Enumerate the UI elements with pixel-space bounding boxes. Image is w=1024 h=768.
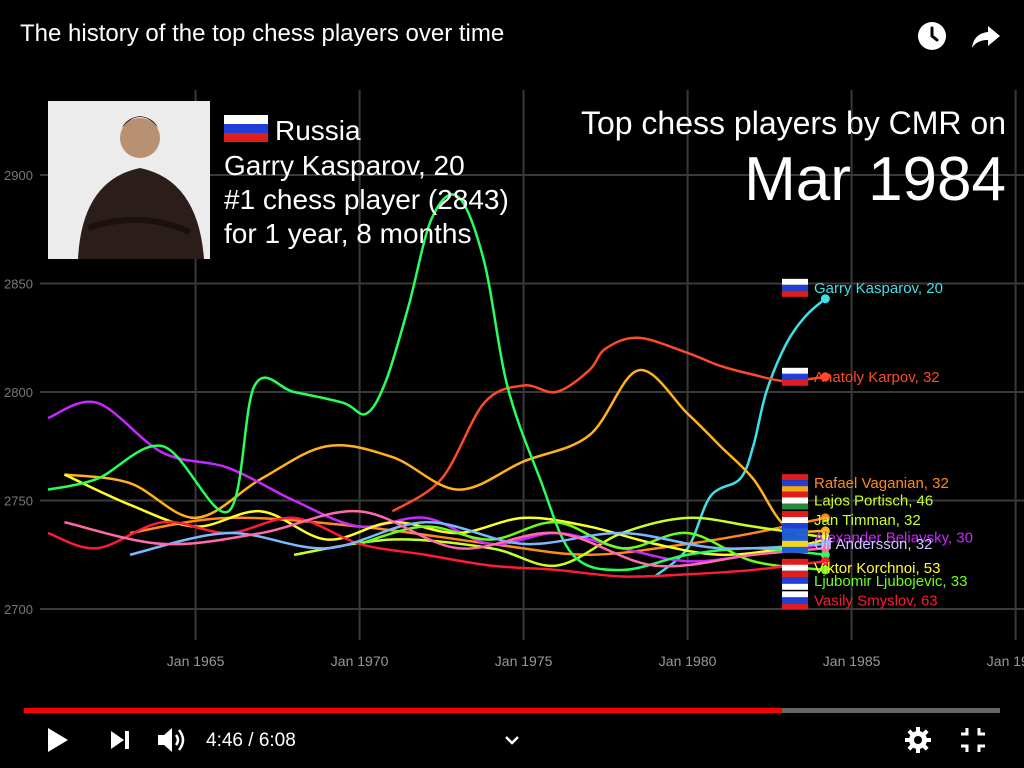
time-current: 4:46	[206, 730, 243, 751]
watch-later-icon	[918, 22, 946, 50]
series-line	[47, 193, 826, 572]
series-label: Jan Timman, 32	[782, 511, 921, 530]
player-rank: #1 chess player (2843)	[224, 184, 509, 215]
next-button[interactable]	[102, 722, 138, 758]
series-endpoint	[820, 543, 830, 553]
y-tick-label: 2850	[4, 277, 33, 292]
series-label-text: Ljubomir Ljubojevic, 33	[814, 573, 967, 590]
exit-fullscreen-button[interactable]	[955, 722, 991, 758]
series-endpoint	[820, 550, 830, 560]
country-flag-icon	[782, 534, 808, 553]
watch-later-button[interactable]	[914, 18, 950, 54]
russia-flag-icon	[224, 115, 268, 142]
settings-icon	[905, 727, 931, 753]
y-axis-ticks: 2700 2750 2800 2850 2900	[4, 168, 33, 617]
series-line	[47, 516, 826, 578]
share-icon	[972, 26, 1000, 48]
x-tick-label: Jan 1965	[167, 653, 225, 669]
series-endpoint	[820, 372, 830, 382]
chevron-down-icon	[505, 736, 519, 745]
chart-grid	[40, 90, 1024, 640]
chart-date: Mar 1984	[744, 145, 1006, 214]
x-tick-label: Jan 1990	[987, 653, 1024, 669]
series-label: Ulf Andersson, 32	[782, 534, 932, 553]
player-duration: for 1 year, 8 months	[224, 218, 471, 249]
next-icon	[111, 731, 129, 749]
series-endpoint	[820, 294, 830, 304]
series-label: Rafael Vaganian, 32	[782, 474, 949, 493]
country-flag-icon	[782, 491, 808, 510]
country-flag-icon	[782, 511, 808, 530]
exit-fullscreen-icon	[961, 728, 985, 752]
x-tick-label: Jan 1970	[331, 653, 389, 669]
player-photo	[48, 101, 210, 259]
series-line	[293, 516, 826, 568]
series-label: Anatoly Karpov, 32	[782, 367, 940, 386]
volume-icon	[158, 728, 185, 752]
series-line	[47, 400, 826, 563]
y-tick-label: 2800	[4, 385, 33, 400]
country-flag-icon	[782, 367, 808, 386]
chart-heading: Top chess players by CMR on	[581, 105, 1006, 141]
series-label-text: Viktor Korchnoi, 53	[814, 560, 940, 577]
series-label: Ljubomir Ljubojevic, 33	[782, 571, 967, 590]
series-label: Garry Kasparov, 20	[782, 278, 943, 297]
series-label-text: Lajos Portisch, 46	[814, 493, 933, 510]
series-endpoint	[820, 565, 830, 575]
settings-button[interactable]	[900, 722, 936, 758]
time-separator: /	[242, 730, 259, 751]
video-top-bar: The history of the top chess players ove…	[0, 0, 1024, 72]
country-flag-icon	[782, 474, 808, 493]
series-endpoint	[820, 513, 830, 523]
series-line	[391, 336, 826, 513]
progress-played	[24, 708, 783, 713]
video-title[interactable]: The history of the top chess players ove…	[20, 20, 505, 47]
more-button[interactable]	[494, 722, 530, 758]
country-flag-icon	[782, 591, 808, 610]
series-label-text: Garry Kasparov, 20	[814, 280, 943, 297]
series-line	[129, 520, 826, 556]
series-line	[64, 369, 826, 533]
series-label-text: Ulf Andersson, 32	[814, 536, 932, 553]
player-country: Russia	[275, 115, 361, 146]
series-labels: Garry Kasparov, 20 Anatoly Karpov, 32 Rafa…	[782, 278, 973, 610]
series-label-text: Jan Timman, 32	[814, 512, 921, 529]
country-flag-icon	[782, 278, 808, 297]
chart-series	[47, 193, 830, 578]
y-tick-label: 2750	[4, 494, 33, 509]
y-tick-label: 2700	[4, 602, 33, 617]
x-tick-label: Jan 1985	[823, 653, 881, 669]
series-line	[64, 509, 826, 568]
time-display: 4:46 / 6:08	[206, 730, 296, 752]
share-button[interactable]	[968, 18, 1004, 54]
play-icon	[48, 728, 68, 752]
player-name-age: Garry Kasparov, 20	[224, 150, 465, 181]
progress-bar[interactable]	[24, 708, 1000, 713]
series-label-text: Anatoly Karpov, 32	[814, 369, 940, 386]
series-label-text: Rafael Vaganian, 32	[814, 475, 949, 492]
series-endpoint	[820, 526, 830, 536]
time-total: 6:08	[258, 730, 296, 751]
series-endpoint	[820, 556, 830, 566]
series-label-text: Vasily Smyslov, 63	[814, 592, 938, 609]
y-tick-label: 2900	[4, 168, 33, 183]
x-tick-label: Jan 1980	[659, 653, 717, 669]
country-flag-icon	[782, 571, 808, 590]
series-label: Lajos Portisch, 46	[782, 491, 933, 510]
series-label: Vasily Smyslov, 63	[782, 591, 938, 610]
series-label-text: Alexander Beliavsky, 30	[814, 529, 973, 546]
play-button[interactable]	[40, 722, 76, 758]
volume-button[interactable]	[154, 722, 190, 758]
player-info: Russia Garry Kasparov, 20 #1 chess playe…	[224, 115, 509, 249]
x-axis-ticks: Jan 1965 Jan 1970 Jan 1975 Jan 1980 Jan 1985…	[167, 653, 1024, 669]
x-tick-label: Jan 1975	[495, 653, 553, 669]
